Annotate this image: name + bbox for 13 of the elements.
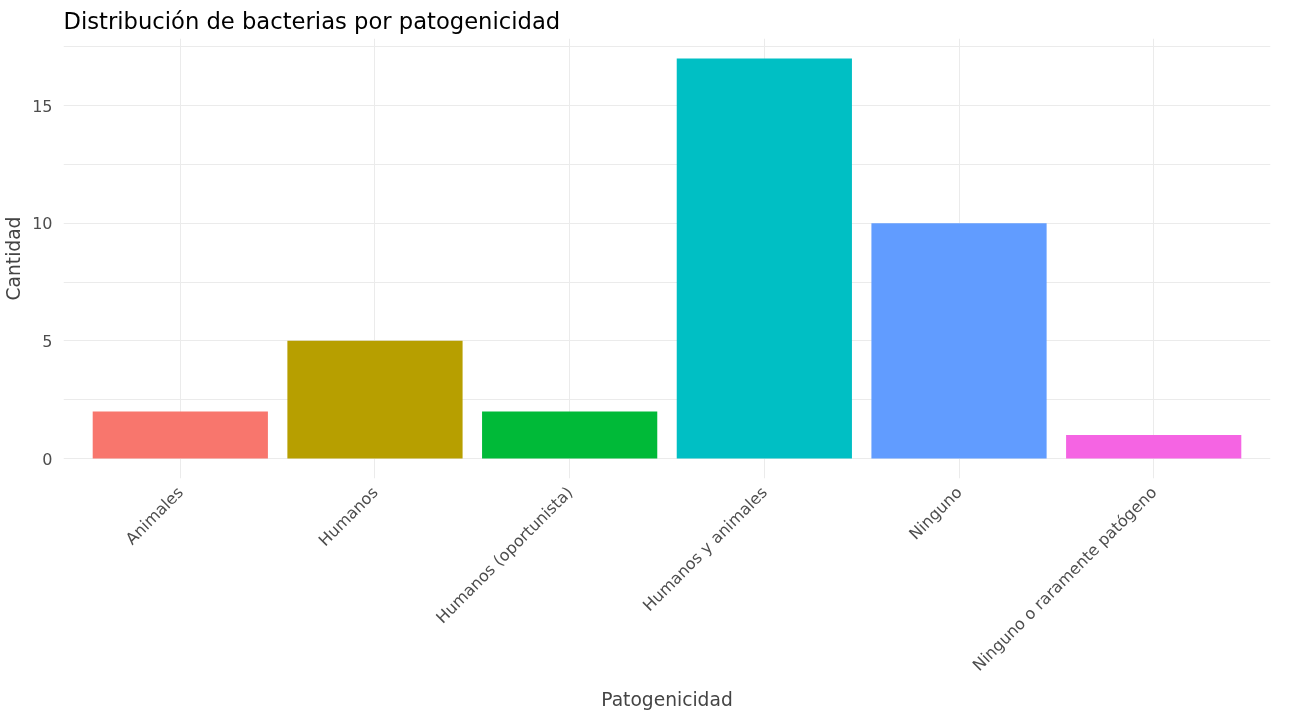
bar (482, 411, 658, 459)
bar (871, 223, 1047, 459)
bar (1066, 434, 1242, 459)
x-axis-title: Patogenicidad (601, 689, 733, 711)
y-tick-label: 0 (42, 449, 53, 469)
y-axis-title: Cantidad (3, 216, 25, 301)
bar (287, 340, 463, 459)
chart-title: Distribución de bacterias por patogenicidad (63, 7, 561, 34)
bar (676, 58, 852, 459)
bar (92, 411, 268, 459)
y-tick-label: 15 (32, 96, 53, 116)
y-tick-label: 10 (32, 214, 53, 234)
y-tick-label: 5 (42, 331, 53, 351)
